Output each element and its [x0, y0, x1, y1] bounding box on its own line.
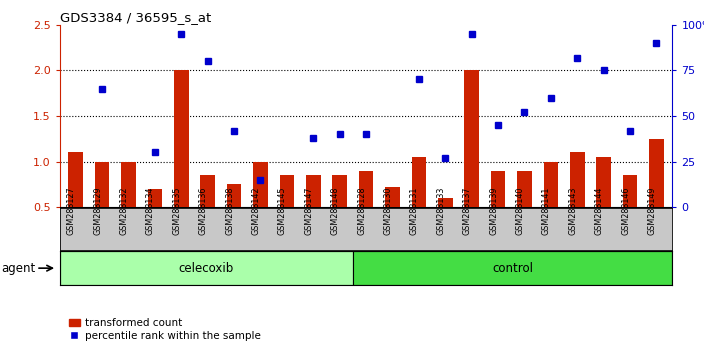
Text: GSM283137: GSM283137: [463, 187, 472, 235]
Bar: [359, 171, 373, 207]
Text: GSM283144: GSM283144: [595, 187, 603, 235]
Bar: [517, 171, 532, 207]
Text: GSM283138: GSM283138: [225, 187, 234, 235]
Text: celecoxib: celecoxib: [179, 262, 234, 275]
Legend: transformed count, percentile rank within the sample: transformed count, percentile rank withi…: [65, 314, 265, 345]
Text: GSM283132: GSM283132: [120, 187, 128, 235]
Text: GSM283141: GSM283141: [542, 187, 551, 235]
Text: GSM283127: GSM283127: [67, 187, 76, 235]
Bar: [227, 184, 241, 207]
Text: GSM283149: GSM283149: [648, 187, 656, 235]
Text: GSM283136: GSM283136: [199, 187, 208, 235]
Text: GSM283145: GSM283145: [278, 187, 287, 235]
Text: GSM283146: GSM283146: [621, 187, 630, 235]
Text: GSM283129: GSM283129: [93, 187, 102, 235]
Bar: [543, 161, 558, 207]
Bar: [279, 175, 294, 207]
Bar: [148, 189, 162, 207]
Bar: [306, 175, 320, 207]
Bar: [596, 157, 611, 207]
Bar: [68, 152, 83, 207]
Text: GSM283134: GSM283134: [146, 187, 155, 235]
Text: GSM283133: GSM283133: [436, 187, 445, 235]
Text: GSM283148: GSM283148: [331, 187, 339, 235]
Text: GDS3384 / 36595_s_at: GDS3384 / 36595_s_at: [60, 11, 211, 24]
Bar: [412, 157, 426, 207]
Bar: [174, 70, 189, 207]
Bar: [95, 161, 109, 207]
Bar: [385, 187, 400, 207]
Bar: [623, 175, 637, 207]
Text: GSM283142: GSM283142: [251, 187, 260, 235]
Bar: [570, 152, 584, 207]
Bar: [649, 139, 664, 207]
Bar: [353, 251, 672, 285]
Bar: [438, 198, 453, 207]
Text: GSM283130: GSM283130: [384, 187, 393, 235]
Text: GSM283131: GSM283131: [410, 187, 419, 235]
Bar: [491, 171, 505, 207]
Bar: [201, 175, 215, 207]
Text: control: control: [492, 262, 533, 275]
Text: agent: agent: [1, 262, 36, 275]
Bar: [465, 70, 479, 207]
Bar: [332, 175, 347, 207]
Bar: [253, 161, 268, 207]
Bar: [121, 161, 136, 207]
Text: GSM283143: GSM283143: [568, 187, 577, 235]
Text: GSM283147: GSM283147: [304, 187, 313, 235]
Text: GSM283128: GSM283128: [357, 187, 366, 235]
Text: GSM283140: GSM283140: [515, 187, 524, 235]
Bar: [60, 251, 353, 285]
Text: GSM283139: GSM283139: [489, 187, 498, 235]
Text: GSM283135: GSM283135: [172, 187, 181, 235]
